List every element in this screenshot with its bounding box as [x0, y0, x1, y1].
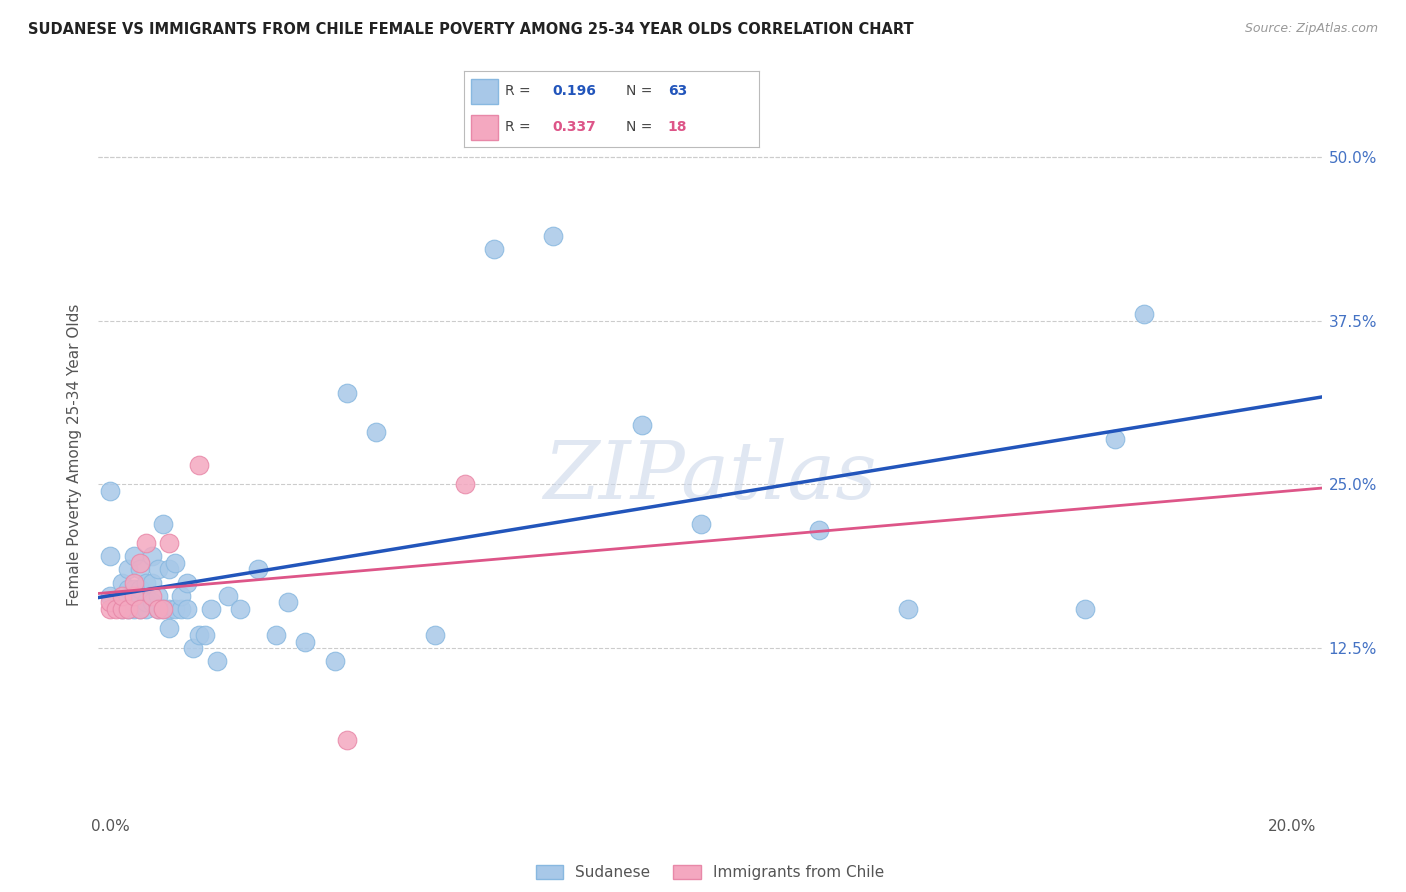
Point [229, 601, 252, 615]
Point [122, 575, 145, 590]
Point [217, 589, 239, 603]
Point [187, 628, 209, 642]
Point [152, 601, 174, 615]
Point [205, 654, 228, 668]
Point [336, 385, 359, 400]
Point [152, 516, 174, 531]
Point [808, 523, 831, 537]
Point [157, 621, 180, 635]
Point [128, 562, 150, 576]
Text: Source: ZipAtlas.com: Source: ZipAtlas.com [1244, 22, 1378, 36]
Point [157, 536, 180, 550]
Point [105, 601, 128, 615]
Point [484, 242, 506, 256]
Point [200, 601, 222, 615]
Point [128, 556, 150, 570]
Point [135, 575, 157, 590]
Point [1074, 601, 1097, 615]
Point [117, 589, 139, 603]
Point [128, 601, 150, 615]
Point [128, 589, 150, 603]
Point [141, 595, 163, 609]
Point [157, 601, 180, 615]
Text: ZIPatlas: ZIPatlas [543, 438, 877, 515]
Point [146, 589, 169, 603]
Legend: Sudanese, Immigrants from Chile: Sudanese, Immigrants from Chile [530, 859, 890, 886]
Point [146, 562, 169, 576]
Point [146, 601, 169, 615]
Point [111, 601, 134, 615]
Point [122, 549, 145, 564]
Point [141, 549, 163, 564]
Point [690, 516, 713, 531]
Point [146, 601, 169, 615]
Bar [471, 79, 498, 104]
Text: 0.196: 0.196 [553, 85, 596, 98]
Point [98, 549, 121, 564]
Point [181, 641, 204, 656]
Point [194, 628, 217, 642]
Point [187, 458, 209, 472]
Point [170, 601, 193, 615]
Text: N =: N = [627, 120, 652, 134]
Point [122, 601, 145, 615]
Point [111, 589, 134, 603]
Point [128, 595, 150, 609]
Point [111, 575, 134, 590]
Text: 63: 63 [668, 85, 688, 98]
Text: R =: R = [505, 85, 531, 98]
Point [135, 595, 157, 609]
Point [165, 601, 187, 615]
Text: 18: 18 [668, 120, 688, 134]
Point [246, 562, 269, 576]
Point [152, 601, 174, 615]
Point [122, 582, 145, 596]
Point [141, 589, 163, 603]
Point [117, 601, 139, 615]
Point [122, 589, 145, 603]
Text: SUDANESE VS IMMIGRANTS FROM CHILE FEMALE POVERTY AMONG 25-34 YEAR OLDS CORRELATI: SUDANESE VS IMMIGRANTS FROM CHILE FEMALE… [28, 22, 914, 37]
Point [128, 601, 150, 615]
Point [176, 575, 198, 590]
Point [98, 601, 121, 615]
Point [157, 562, 180, 576]
Point [276, 595, 298, 609]
Point [366, 425, 388, 439]
Text: R =: R = [505, 120, 531, 134]
Point [165, 556, 187, 570]
Point [117, 582, 139, 596]
Point [128, 582, 150, 596]
Y-axis label: Female Poverty Among 25-34 Year Olds: Female Poverty Among 25-34 Year Olds [67, 304, 83, 606]
Text: 0.337: 0.337 [553, 120, 596, 134]
Point [897, 601, 920, 615]
Point [117, 562, 139, 576]
Point [111, 589, 134, 603]
Point [170, 589, 193, 603]
Point [135, 536, 157, 550]
Point [135, 601, 157, 615]
Bar [471, 114, 498, 140]
Point [336, 732, 359, 747]
Point [323, 654, 346, 668]
Point [1104, 432, 1126, 446]
Point [264, 628, 287, 642]
Point [98, 589, 121, 603]
Point [176, 601, 198, 615]
Point [425, 628, 447, 642]
Text: N =: N = [627, 85, 652, 98]
Point [141, 575, 163, 590]
Point [122, 595, 145, 609]
Point [98, 595, 121, 609]
Point [1133, 307, 1156, 321]
Point [111, 601, 134, 615]
Point [98, 483, 121, 498]
Point [543, 228, 565, 243]
Point [454, 477, 477, 491]
Point [631, 418, 654, 433]
Point [117, 601, 139, 615]
Point [294, 634, 316, 648]
